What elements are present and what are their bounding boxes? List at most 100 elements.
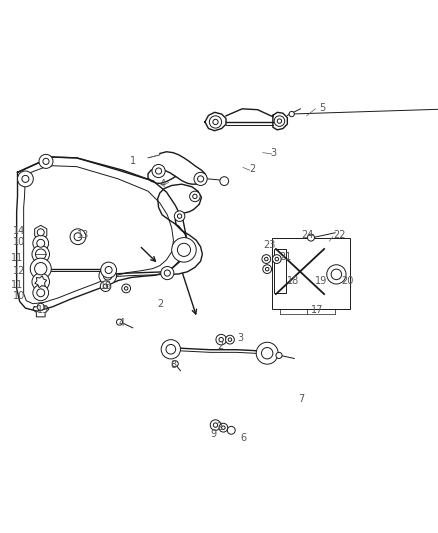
Circle shape: [220, 177, 229, 185]
Circle shape: [172, 361, 178, 367]
Circle shape: [32, 246, 49, 263]
Circle shape: [37, 229, 44, 236]
Text: 20: 20: [341, 276, 353, 286]
Circle shape: [161, 266, 174, 280]
Polygon shape: [35, 276, 47, 288]
Text: 6: 6: [240, 433, 246, 443]
Circle shape: [219, 337, 223, 342]
Text: 4: 4: [118, 318, 124, 328]
Text: 10: 10: [13, 237, 25, 247]
Circle shape: [265, 257, 268, 261]
Text: 21: 21: [279, 252, 292, 262]
Circle shape: [164, 270, 170, 276]
Text: 11: 11: [11, 253, 23, 263]
Text: 11: 11: [11, 280, 23, 290]
Text: 16: 16: [100, 281, 112, 291]
Circle shape: [277, 119, 282, 123]
Circle shape: [331, 269, 342, 280]
Circle shape: [166, 344, 176, 354]
Circle shape: [74, 233, 82, 241]
Text: 5: 5: [319, 103, 325, 113]
Circle shape: [177, 214, 182, 219]
Circle shape: [219, 423, 228, 432]
Circle shape: [327, 265, 346, 284]
Circle shape: [70, 229, 86, 245]
Circle shape: [18, 171, 33, 187]
Circle shape: [228, 338, 232, 342]
Circle shape: [210, 420, 221, 430]
Circle shape: [275, 257, 279, 261]
Text: 4: 4: [160, 179, 166, 189]
Text: 2: 2: [157, 298, 163, 309]
Text: 15: 15: [37, 305, 49, 316]
Circle shape: [101, 262, 117, 278]
Circle shape: [99, 267, 117, 285]
Circle shape: [265, 268, 269, 271]
Circle shape: [216, 334, 226, 345]
Circle shape: [272, 255, 281, 263]
Text: 1: 1: [130, 156, 136, 166]
Bar: [274, 249, 286, 293]
Circle shape: [261, 348, 273, 359]
Circle shape: [155, 168, 162, 174]
Circle shape: [263, 265, 272, 273]
Text: 2: 2: [249, 164, 255, 174]
Circle shape: [276, 352, 282, 359]
Circle shape: [37, 289, 45, 297]
Circle shape: [274, 116, 285, 126]
Text: 9: 9: [210, 429, 216, 439]
Circle shape: [33, 285, 49, 301]
Text: 18: 18: [287, 276, 299, 286]
Circle shape: [209, 116, 222, 128]
Circle shape: [30, 258, 51, 279]
Text: 17: 17: [311, 305, 323, 316]
Text: 7: 7: [298, 394, 304, 404]
Circle shape: [161, 340, 180, 359]
Text: 23: 23: [264, 240, 276, 251]
Circle shape: [43, 158, 49, 165]
Circle shape: [103, 284, 108, 288]
Polygon shape: [35, 225, 47, 239]
Circle shape: [124, 287, 128, 290]
Circle shape: [35, 263, 47, 275]
Circle shape: [33, 236, 49, 251]
Circle shape: [190, 191, 200, 201]
Circle shape: [222, 426, 225, 430]
Circle shape: [152, 165, 165, 177]
Circle shape: [289, 111, 294, 117]
Circle shape: [177, 243, 191, 256]
Circle shape: [256, 342, 278, 364]
Circle shape: [174, 211, 185, 221]
Text: 2: 2: [217, 341, 223, 351]
Text: 12: 12: [13, 266, 25, 276]
Circle shape: [37, 239, 45, 247]
Circle shape: [32, 273, 49, 290]
Text: 3: 3: [271, 148, 277, 158]
Circle shape: [100, 281, 111, 292]
Text: 24: 24: [301, 230, 314, 240]
Text: 13: 13: [77, 230, 89, 240]
Text: 3: 3: [237, 333, 244, 343]
Circle shape: [172, 238, 196, 262]
Circle shape: [227, 426, 235, 434]
Circle shape: [117, 319, 123, 325]
Circle shape: [307, 234, 314, 241]
Text: 22: 22: [333, 230, 346, 240]
Circle shape: [226, 335, 234, 344]
Circle shape: [198, 176, 204, 182]
Circle shape: [22, 175, 29, 182]
Text: 8: 8: [170, 360, 176, 369]
Text: 19: 19: [314, 276, 327, 286]
Text: 14: 14: [13, 225, 25, 236]
Text: 2: 2: [216, 422, 223, 432]
Circle shape: [103, 271, 112, 280]
Circle shape: [105, 266, 112, 273]
Circle shape: [213, 423, 218, 427]
Circle shape: [122, 284, 131, 293]
Circle shape: [262, 255, 271, 263]
Circle shape: [213, 119, 218, 125]
Circle shape: [37, 303, 44, 310]
Bar: [272, 238, 350, 310]
Circle shape: [194, 172, 207, 185]
Text: 10: 10: [13, 291, 25, 301]
